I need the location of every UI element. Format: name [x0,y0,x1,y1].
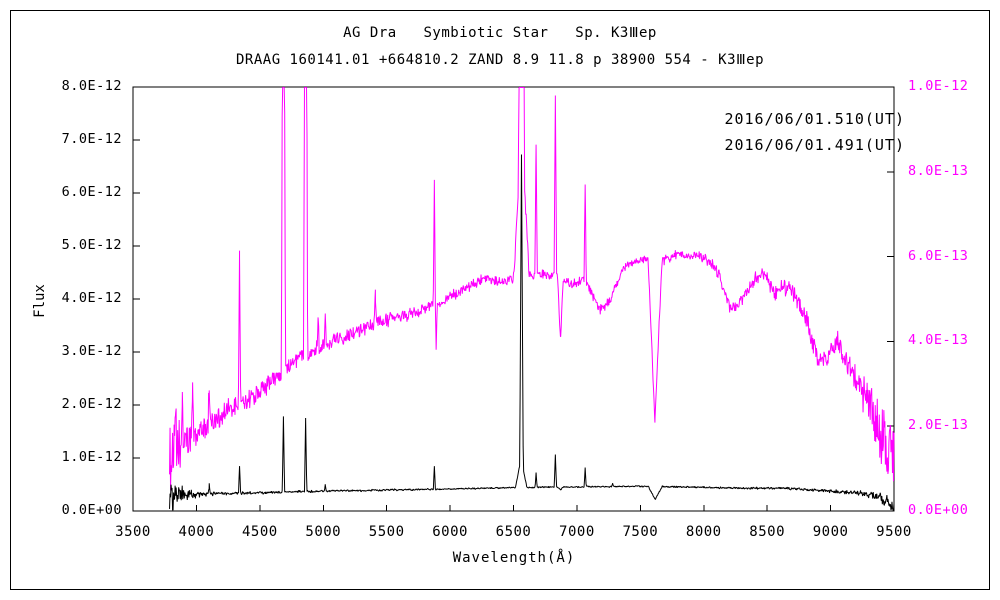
right-axis-tick-label: 0.0E+00 [908,502,969,518]
left-axis-tick-label: 6.0E-12 [61,184,122,200]
x-axis-tick-label: 4500 [241,524,278,540]
x-axis-tick-label: 9500 [876,524,912,540]
right-axis-tick-label: 8.0E-13 [908,162,969,179]
right-axis-tick-label: 4.0E-13 [908,332,969,349]
axis-ticks [132,86,895,512]
right-axis-tick-label: 2.0E-13 [908,417,969,434]
x-axis-tick-label: 7500 [622,524,659,540]
x-axis-tick-label: 5000 [305,524,342,540]
x-axis-tick-label: 6000 [432,524,468,540]
left-axis-tick-label: 5.0E-12 [61,237,122,253]
x-axis-tick-label: 3500 [115,524,151,540]
x-axis-tick-label: 8000 [685,524,722,540]
x-axis-tick-label: 7000 [559,524,595,540]
x-axis-tick-label: 8500 [749,524,786,540]
spectrum-trace-black [169,154,895,511]
legend-entry-magenta: 2016/06/01.510(UT) [724,110,905,128]
x-axis-tick-label: 4000 [178,524,215,540]
left-axis-tick-label: 2.0E-12 [61,396,122,412]
right-axis-tick-label: 1.0E-12 [908,78,969,94]
spectrum-trace-magenta [169,87,895,491]
x-axis-tick-label: 6500 [495,524,532,540]
left-axis-tick-label: 3.0E-12 [61,343,122,359]
chart-title: AG Dra Symbiotic Star Sp. K3Ⅲep [343,25,657,41]
x-axis-tick-label: 5500 [368,524,405,540]
left-axis-tick-label: 8.0E-12 [61,78,122,94]
legend-entry-black: 2016/06/01.491(UT) [724,136,905,154]
left-axis-tick-label: 0.0E+00 [61,502,122,518]
chart-subtitle: DRAAG 160141.01 +664810.2 ZAND 8.9 11.8 … [235,52,765,68]
x-axis-tick-label: 9000 [812,524,849,540]
left-axis-tick-label: 4.0E-12 [61,290,122,306]
plot-frame [132,86,895,512]
left-axis-tick-label: 7.0E-12 [61,131,122,147]
x-axis-title: Wavelength(Å) [452,550,576,566]
right-axis-tick-label: 6.0E-13 [908,247,969,264]
left-axis-tick-label: 1.0E-12 [61,449,122,465]
figure-border [10,10,990,590]
